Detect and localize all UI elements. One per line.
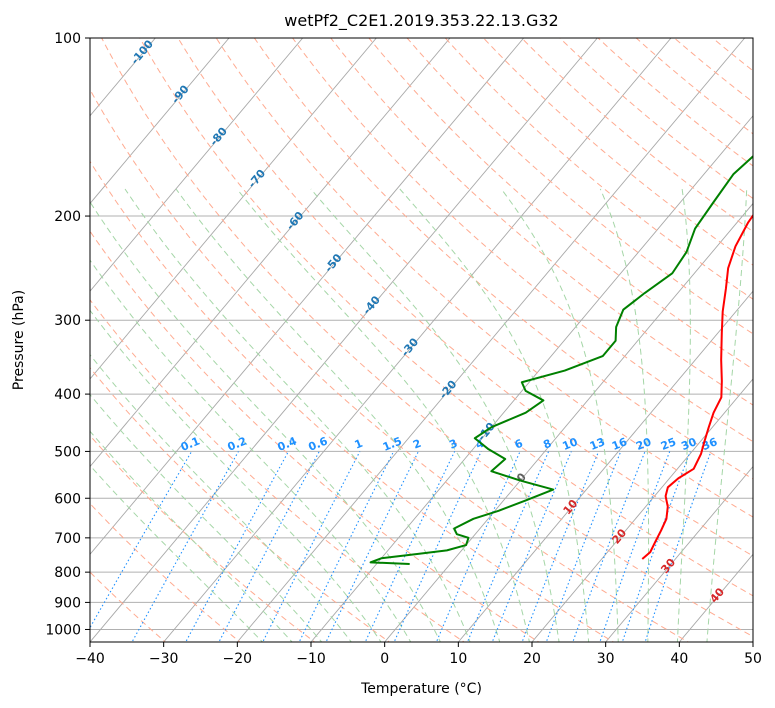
dry-adiabat-line — [90, 571, 167, 642]
y-tick-label: 300 — [54, 313, 81, 329]
moist-adiabat-line — [599, 188, 650, 642]
y-tick-label: 900 — [54, 595, 81, 611]
dry-adiabat-line — [406, 38, 753, 335]
isotherm-line — [0, 38, 8, 642]
x-tick-label: 40 — [670, 651, 688, 667]
dry-adiabat-line — [90, 88, 690, 642]
mixing-ratio-line — [644, 451, 712, 642]
x-axis-label: Temperature (°C) — [360, 681, 482, 697]
axes: −40 −30 −20 −10 0 10 20 30 40 50 100 200 300 400 500 60… — [45, 31, 762, 667]
mixing-ratio-label: 10 — [560, 435, 579, 453]
moist-adiabat-line — [236, 188, 530, 642]
moist-adiabat-line — [310, 188, 560, 642]
mixing-ratio-line — [262, 451, 361, 642]
x-tick-label: −30 — [149, 651, 179, 667]
isotherm-line — [457, 290, 753, 642]
mixing-ratio-line — [185, 451, 289, 642]
moist-adiabat-line — [90, 259, 412, 642]
isotherm-line — [90, 38, 377, 380]
mixing-ratio-line — [466, 451, 550, 642]
x-tick-label: −20 — [223, 651, 253, 667]
moist-adiabat-line — [706, 188, 748, 642]
mixing-ratio-label: 1 — [353, 437, 365, 452]
y-tick-label: 500 — [54, 444, 81, 460]
chart-title: wetPf2_C2E1.2019.353.22.13.G32 — [284, 11, 558, 31]
dry-adiabat-line — [90, 160, 615, 642]
isotherm-line — [236, 38, 746, 642]
temperature-profile-line — [641, 213, 753, 560]
y-axis-label: Pressure (hPa) — [11, 290, 27, 390]
x-tick-label: 10 — [449, 651, 467, 667]
isotherm-line — [531, 378, 753, 642]
x-tick-label: −10 — [296, 651, 326, 667]
mixing-ratio-label: 25 — [659, 435, 678, 453]
y-tick-label: 100 — [54, 31, 81, 47]
dry-adiabat-line — [90, 367, 391, 642]
mixing-ratio-line — [572, 451, 646, 642]
moist-adiabat-line — [500, 188, 619, 642]
isotherm-line — [90, 38, 598, 642]
grid-layer — [90, 38, 753, 630]
mixing-ratio-line — [621, 451, 691, 642]
mixing-ratio-line — [521, 451, 600, 642]
background-lines — [0, 38, 753, 642]
mixing-ratio-label: 8 — [541, 437, 553, 452]
y-tick-label: 400 — [54, 387, 81, 403]
x-tick-label: 30 — [597, 651, 615, 667]
mixing-ratio-label: 3 — [447, 437, 459, 452]
plot-frame — [89, 37, 754, 643]
mixing-ratio-line — [325, 451, 419, 642]
mixing-ratio-label: 13 — [588, 435, 607, 453]
mixing-ratio-line — [218, 451, 320, 642]
dry-adiabat-line — [139, 38, 753, 597]
moist-adiabat-line — [676, 188, 691, 642]
mixing-ratio-line — [599, 451, 671, 642]
moist-adiabat-line — [90, 430, 293, 642]
moist-adiabat-line — [90, 309, 382, 642]
x-tick-label: 50 — [744, 651, 762, 667]
mixing-ratio-line — [364, 451, 456, 642]
dry-adiabat-line — [368, 38, 753, 370]
isotherm-line — [605, 465, 753, 642]
isotherm-line — [163, 38, 672, 642]
y-tick-label: 600 — [54, 491, 81, 507]
mixing-ratio-line — [545, 451, 622, 642]
isotherm-line — [90, 38, 451, 468]
mixing-ratio-label: 20 — [634, 435, 653, 453]
dry-adiabat-line — [90, 230, 540, 642]
moist-adiabat-line — [175, 188, 501, 642]
moist-adiabat-line — [90, 201, 441, 642]
y-tick-label: 800 — [54, 565, 81, 581]
dry-adiabat-line — [101, 38, 753, 638]
dry-adiabat-line — [177, 38, 753, 557]
x-tick-label: −40 — [75, 651, 105, 667]
mixing-ratio-label: 30 — [679, 435, 698, 453]
dewpoint-profile-line — [369, 155, 753, 565]
mixing-ratio-label: 16 — [610, 435, 629, 453]
y-tick-label: 700 — [54, 531, 81, 547]
x-tick-label: 0 — [380, 651, 389, 667]
isotherm-line — [752, 641, 753, 642]
y-tick-label: 1000 — [45, 622, 81, 638]
plot-area — [90, 38, 753, 642]
isotherm-line — [90, 38, 304, 292]
moist-adiabat-line — [399, 188, 590, 642]
isotherm-line — [90, 38, 525, 556]
moist-adiabat-line — [124, 188, 471, 642]
dry-adiabat-line — [330, 38, 753, 406]
isotherm-line — [384, 202, 753, 642]
isotherm-line — [90, 38, 230, 205]
x-tick-label: 20 — [523, 651, 541, 667]
moist-adiabat-line — [90, 464, 264, 642]
mixing-ratio-line — [491, 451, 572, 642]
isotherm-line — [310, 115, 753, 642]
y-tick-label: 200 — [54, 209, 81, 225]
moist-adiabat-line — [90, 393, 323, 642]
profiles — [369, 155, 753, 565]
dry-adiabat-line — [90, 299, 465, 642]
mixing-ratio-label: 2 — [411, 437, 423, 452]
dry-adiabat-line — [90, 502, 241, 642]
